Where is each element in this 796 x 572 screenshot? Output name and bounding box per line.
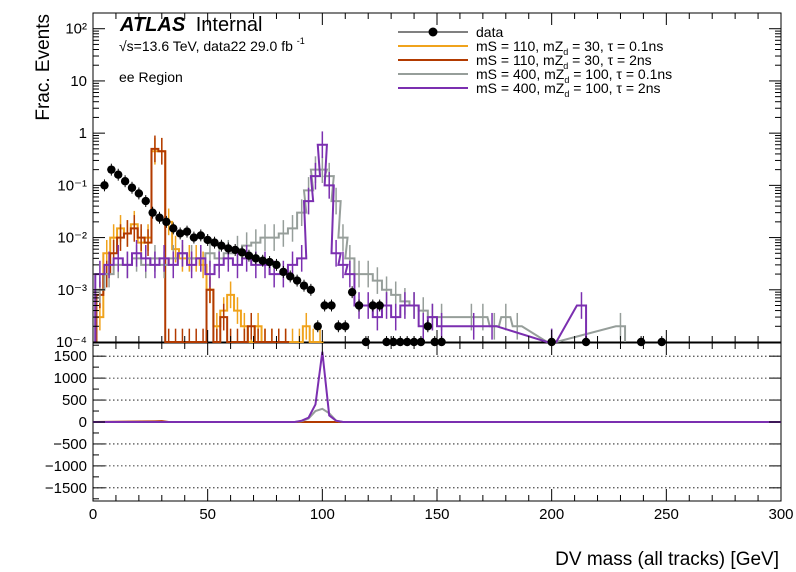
- energy-label: √s=13.6 TeV, data22 29.0 fb: [119, 38, 293, 54]
- x-tick-label: 50: [199, 506, 216, 523]
- legend-marker-data: [428, 27, 438, 37]
- data-point: [217, 241, 226, 250]
- legend-label: mS = 110, mZd = 30, τ = 0.1ns: [476, 38, 663, 57]
- data-point: [313, 322, 322, 331]
- y-tick-label: 10: [70, 73, 87, 90]
- ratio-y-tick-label: 1000: [54, 370, 87, 387]
- data-point: [196, 231, 205, 240]
- ratio-y-tick-label: −500: [53, 436, 87, 453]
- data-point: [120, 177, 130, 186]
- data-point: [265, 257, 274, 267]
- lumi-exponent: -1: [297, 36, 305, 46]
- ratio-series-line: [93, 351, 781, 423]
- data-point: [155, 213, 164, 222]
- ratio-y-tick-label: −1500: [45, 480, 87, 497]
- data-point: [636, 337, 646, 347]
- internal-label: Internal: [196, 14, 263, 36]
- y-tick-label: 1: [79, 125, 87, 142]
- ratio-y-tick-label: −1000: [45, 458, 87, 475]
- data-point: [175, 229, 185, 238]
- data-point: [347, 287, 357, 297]
- ratio-series-line: [93, 407, 781, 423]
- data-point: [334, 322, 343, 331]
- data-point: [341, 322, 350, 331]
- atlas-label: ATLAS: [119, 14, 186, 36]
- data-point: [182, 227, 192, 236]
- series-line: [94, 168, 627, 343]
- region-label: ee Region: [119, 69, 183, 85]
- data-point: [141, 196, 150, 206]
- data-point: [210, 238, 219, 247]
- data-point: [437, 337, 446, 347]
- data-point: [279, 267, 288, 277]
- x-tick-label: 150: [424, 506, 449, 523]
- data-point: [244, 251, 254, 260]
- data-point: [258, 256, 267, 265]
- data-point: [327, 301, 336, 310]
- data-point: [107, 165, 116, 174]
- ratio-y-tick-label: 500: [62, 392, 87, 409]
- x-axis-title: DV mass (all tracks) [GeV]: [555, 549, 779, 570]
- data-point: [375, 301, 384, 310]
- ratio-axes: −1500 −1000 −500 0 500 1000 1500 0 50 100 150 200 25…: [45, 343, 794, 523]
- energy-label-group: √s=13.6 TeV, data22 29.0 fb -1: [119, 36, 305, 54]
- ratio-y-tick-label: 1500: [54, 348, 87, 365]
- ratio-series-group: [92, 351, 781, 423]
- data-point: [203, 235, 212, 245]
- top-plot-frame: [92, 12, 782, 343]
- top-axes: 10⁻⁴ 10⁻³ 10⁻² 10⁻¹ 1 10 10²: [56, 13, 782, 351]
- y-tick-label: 10⁻⁴: [56, 334, 87, 351]
- x-tick-label: 100: [310, 506, 335, 523]
- data-point: [581, 337, 591, 347]
- legend-label: mS = 400, mZd = 100, τ = 0.1ns: [476, 66, 672, 85]
- series-data: [100, 163, 666, 347]
- data-point: [423, 322, 433, 331]
- data-point: [224, 244, 233, 253]
- data-point: [292, 276, 302, 285]
- data-point: [251, 254, 261, 263]
- data-point: [134, 189, 144, 198]
- x-tick-label: 250: [654, 506, 679, 523]
- data-point: [237, 248, 247, 257]
- data-point: [320, 301, 329, 310]
- ratio-y-tick-label: 0: [79, 414, 87, 431]
- data-point: [127, 183, 137, 192]
- legend-label: data: [476, 24, 503, 40]
- data-point: [361, 337, 371, 347]
- y-tick-label: 10⁻¹: [57, 177, 87, 194]
- data-point: [286, 272, 295, 281]
- data-point: [368, 301, 377, 310]
- data-point: [169, 224, 178, 233]
- y-tick-label: 10⁻³: [57, 282, 87, 299]
- data-point: [354, 301, 364, 310]
- atlas-label-group: ATLAS Internal: [119, 14, 262, 36]
- y-axis-title: Frac. Events: [33, 14, 54, 121]
- x-tick-label: 200: [539, 506, 564, 523]
- y-tick-label: 10⁻²: [57, 230, 87, 247]
- x-tick-label: 0: [89, 506, 97, 523]
- data-point: [402, 337, 412, 347]
- series-line: [94, 143, 588, 343]
- data-point: [382, 337, 391, 347]
- data-point: [148, 208, 157, 217]
- data-point: [272, 260, 281, 270]
- data-point: [396, 337, 405, 347]
- x-tick-label: 300: [768, 506, 793, 523]
- data-point: [162, 217, 171, 227]
- data-point: [299, 281, 309, 290]
- data-point: [189, 233, 199, 242]
- data-point: [230, 245, 240, 255]
- data-point: [657, 337, 666, 347]
- data-point: [114, 170, 123, 179]
- data-point: [306, 285, 316, 294]
- legend-label: mS = 400, mZd = 100, τ = 2ns: [476, 80, 660, 99]
- legend-label: mS = 110, mZd = 30, τ = 2ns: [476, 52, 652, 71]
- y-tick-label: 10²: [65, 21, 87, 38]
- top-series-group: [94, 131, 666, 347]
- data-point: [416, 337, 426, 347]
- series-step: [94, 131, 588, 343]
